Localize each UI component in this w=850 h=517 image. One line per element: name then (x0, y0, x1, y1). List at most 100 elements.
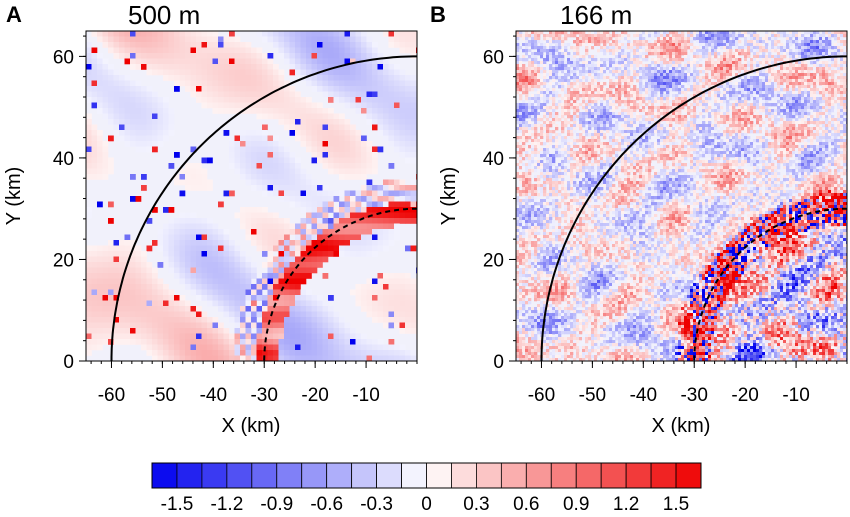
heatmap-cell (561, 43, 565, 47)
heatmap-cell (672, 100, 676, 104)
heatmap-cell (130, 240, 136, 246)
heatmap-cell (366, 245, 373, 252)
heatmap-cell (828, 64, 832, 68)
heatmap-cell (651, 31, 655, 35)
heatmap-cell (355, 64, 362, 70)
heatmap-cell (229, 289, 235, 296)
heatmap-cell (157, 234, 164, 241)
heatmap-cell (846, 79, 847, 83)
heatmap-cell (621, 58, 625, 62)
heatmap-cell (606, 61, 610, 65)
heatmap-cell (615, 55, 619, 59)
heatmap-cell (328, 251, 334, 257)
heatmap-cell (792, 46, 796, 50)
heatmap-cell (774, 97, 778, 101)
heatmap-cell (273, 355, 279, 361)
heatmap-cell (86, 350, 92, 356)
heatmap-cell (837, 40, 841, 44)
heatmap-cell (201, 31, 208, 37)
heatmap-cell (168, 306, 175, 312)
heatmap-cell (333, 251, 340, 257)
heatmap-cell (163, 119, 169, 125)
heatmap-cell (251, 300, 257, 307)
heatmap-cell (705, 91, 709, 95)
heatmap-cell (399, 185, 406, 191)
heatmap-cell (86, 251, 92, 257)
heatmap-cell (102, 245, 109, 252)
heatmap-cell (284, 196, 290, 202)
heatmap-cell (344, 124, 351, 131)
heatmap-cell (771, 67, 775, 71)
heatmap-cell (317, 75, 323, 81)
heatmap-cell (816, 58, 820, 62)
heatmap-cell (726, 61, 730, 65)
heatmap-cell (519, 61, 523, 65)
heatmap-cell (333, 80, 340, 87)
heatmap-cell (555, 76, 559, 80)
heatmap-cell (723, 88, 727, 92)
heatmap-cell (163, 328, 169, 334)
heatmap-cell (786, 76, 790, 80)
heatmap-cell (642, 64, 646, 68)
heatmap-cell (594, 43, 598, 47)
heatmap-cell (278, 355, 285, 361)
heatmap-cell (633, 34, 637, 38)
heatmap-cell (669, 85, 673, 89)
heatmap-cell (699, 49, 703, 53)
heatmap-cell (289, 333, 296, 340)
heatmap-cell (525, 37, 529, 41)
heatmap-cell (807, 67, 811, 71)
heatmap-cell (525, 88, 529, 92)
heatmap-cell (212, 289, 219, 296)
heatmap-cell (300, 317, 307, 323)
heatmap-cell (723, 37, 727, 41)
heatmap-cell (681, 49, 685, 53)
heatmap-cell (251, 218, 257, 224)
heatmap-cell (130, 196, 136, 202)
heatmap-cell (86, 344, 92, 351)
heatmap-cell (792, 76, 796, 80)
heatmap-cell (828, 52, 832, 56)
heatmap-cell (388, 300, 395, 307)
heatmap-cell (693, 31, 697, 35)
heatmap-cell (223, 58, 230, 65)
heatmap-cell (295, 185, 301, 191)
heatmap-cell (789, 79, 793, 83)
heatmap-cell (108, 108, 114, 114)
heatmap-cell (684, 49, 688, 53)
heatmap-cell (756, 88, 760, 92)
heatmap-cell (377, 91, 384, 98)
heatmap-cell (355, 196, 362, 202)
heatmap-cell (388, 75, 395, 81)
heatmap-cell (240, 163, 246, 169)
heatmap-cell (185, 355, 191, 361)
heatmap-cell (163, 124, 169, 131)
heatmap-cell (377, 245, 384, 252)
heatmap-cell (774, 82, 778, 86)
heatmap-cell (196, 322, 202, 329)
heatmap-cell (516, 58, 520, 62)
heatmap-cell (289, 256, 296, 263)
heatmap-cell (212, 256, 219, 263)
heatmap-cell (561, 58, 565, 62)
heatmap-cell (639, 76, 643, 80)
heatmap-cell (119, 267, 125, 274)
heatmap-cell (720, 79, 724, 83)
heatmap-cell (394, 201, 400, 208)
heatmap-cell (146, 344, 153, 351)
heatmap-cell (366, 152, 373, 158)
heatmap-cell (273, 317, 279, 323)
heatmap-cell (564, 97, 568, 101)
heatmap-cell (152, 355, 158, 361)
heatmap-cell (190, 339, 197, 345)
heatmap-cell (516, 88, 520, 92)
heatmap-cell (705, 76, 709, 80)
heatmap-cell (768, 46, 772, 50)
heatmap-cell (86, 135, 92, 142)
heatmap-cell (795, 40, 799, 44)
heatmap-cell (207, 328, 213, 334)
heatmap-cell (546, 64, 550, 68)
heatmap-cell (273, 223, 279, 230)
heatmap-cell (262, 185, 268, 191)
heatmap-cell (344, 207, 351, 213)
